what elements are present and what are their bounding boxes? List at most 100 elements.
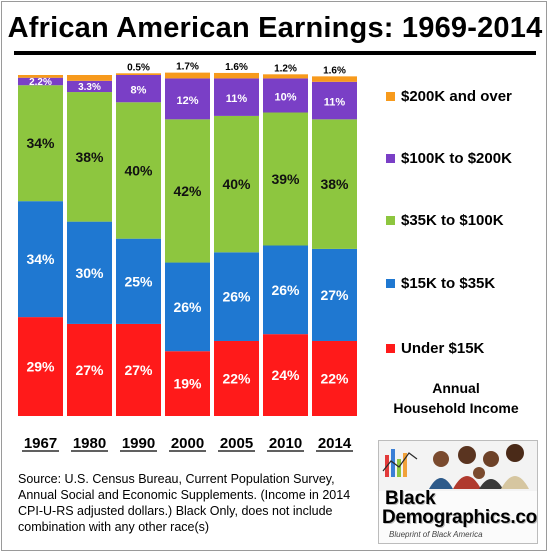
bar-segment	[116, 73, 161, 75]
bar-segment	[18, 85, 63, 202]
data-label: 0.5%	[127, 62, 150, 73]
data-label: 27%	[320, 287, 349, 303]
bar-segment	[18, 77, 63, 86]
bar-segment	[312, 81, 357, 120]
legend-label: $35K to $100K	[401, 212, 504, 229]
bar-segment	[116, 102, 161, 239]
logo-tagline: Blueprint of Black America	[389, 530, 483, 539]
data-label: 39%	[271, 171, 300, 187]
data-label: 26%	[271, 282, 300, 298]
chart-title: African American Earnings: 1969-2014	[7, 12, 543, 44]
stacked-bar-chart: 29% 34% 34% 2.2% 27% 30% 38% 3.3% 27% 25% 40% 8% 0.5…	[18, 62, 357, 452]
bar-segment	[18, 75, 63, 78]
data-label: 25%	[124, 273, 153, 289]
bar-segment	[67, 323, 112, 416]
bar-segment	[263, 334, 308, 416]
x-tick-label: 2010	[269, 435, 302, 452]
data-label: 38%	[320, 176, 349, 192]
data-label: 29%	[26, 359, 55, 375]
logo-text-line-1: Black	[385, 488, 436, 509]
bar-segment	[18, 201, 63, 318]
bar-segment	[18, 317, 63, 416]
legend-item: $15K to $35K	[386, 275, 495, 292]
bar-segment	[214, 72, 259, 79]
data-label: 42%	[173, 183, 202, 199]
data-label: 22%	[222, 370, 251, 386]
x-tick-label: 1980	[73, 435, 106, 452]
title-underline	[14, 51, 536, 55]
logo-text-line-2: Demographics.com	[382, 507, 538, 528]
x-axis: 1967 1980 1990 2000 2005 2010 2014	[22, 435, 353, 452]
legend-swatch	[386, 343, 395, 353]
legend-item: $100K to $200K	[386, 150, 512, 167]
data-label: 1.7%	[176, 62, 199, 73]
legend-swatch	[386, 278, 395, 288]
data-label: 2.2%	[29, 77, 52, 88]
source-note: Source: U.S. Census Bureau, Current Popu…	[18, 472, 351, 534]
data-label: 24%	[271, 367, 300, 383]
bar-segment	[165, 72, 210, 79]
bar-segment	[165, 262, 210, 352]
bar-segment	[214, 252, 259, 341]
legend-label: Under $15K	[401, 340, 485, 357]
bar-segment	[263, 78, 308, 113]
legend-swatch	[386, 153, 395, 163]
logo: Black Demographics.com Blueprint of Blac…	[378, 440, 538, 544]
data-label: 1.2%	[274, 63, 297, 74]
x-tick-label: 2005	[220, 435, 253, 452]
data-label: 34%	[26, 135, 55, 151]
legend-swatch	[386, 91, 395, 101]
bar-segment	[214, 78, 259, 116]
x-tick-label: 1990	[122, 435, 155, 452]
data-label: 38%	[75, 149, 104, 165]
x-tick-label: 2014	[318, 435, 352, 452]
legend-item: Under $15K	[386, 340, 484, 357]
data-label: 11%	[226, 93, 248, 105]
bar-segment	[312, 76, 357, 82]
bar-segment	[67, 92, 112, 222]
data-label: 8%	[131, 85, 147, 97]
bar-segment	[312, 119, 357, 249]
bar-segment	[263, 74, 308, 79]
legend-label: $100K to $200K	[401, 150, 512, 167]
data-label: 12%	[176, 95, 198, 107]
bar-segment	[116, 323, 161, 416]
data-label: 30%	[75, 265, 104, 281]
logo-people-icon	[379, 441, 537, 491]
legend-note-line-1: Annual	[432, 380, 480, 396]
data-label: 22%	[320, 370, 349, 386]
bar-segment	[312, 340, 357, 416]
legend-swatch	[386, 215, 395, 225]
bar-segment	[165, 351, 210, 416]
bar-segment	[116, 238, 161, 324]
bar-segment	[263, 245, 308, 335]
data-label: 34%	[26, 251, 55, 267]
legend-item: $200K and over	[386, 88, 512, 105]
bar-segment	[165, 78, 210, 120]
bar-group	[18, 72, 357, 416]
legend-item: $35K to $100K	[386, 212, 504, 229]
data-label: 40%	[124, 162, 153, 178]
bar-segment	[165, 119, 210, 263]
data-label: 19%	[173, 376, 202, 392]
bar-segment	[214, 340, 259, 416]
data-label: 3.3%	[78, 82, 101, 93]
x-tick-label: 2000	[171, 435, 204, 452]
data-label: 27%	[124, 362, 153, 378]
data-label: 26%	[222, 289, 251, 305]
x-tick-label: 1967	[24, 435, 57, 452]
data-label: 26%	[173, 299, 202, 315]
data-label-group: 29% 34% 34% 2.2% 27% 30% 38% 3.3% 27% 25% 40% 8% 0.5…	[26, 62, 349, 392]
legend-label: $15K to $35K	[401, 275, 496, 292]
data-label: 40%	[222, 176, 251, 192]
bar-segment	[214, 115, 259, 253]
legend-note-line-2: Household Income	[393, 400, 519, 416]
bar-segment	[312, 248, 357, 341]
bar-segment	[67, 75, 112, 81]
legend-note: Annual Household Income	[381, 378, 531, 418]
data-label: 27%	[75, 362, 104, 378]
data-label: 1.6%	[323, 65, 346, 76]
bar-segment	[116, 75, 161, 103]
data-label: 1.6%	[225, 62, 248, 73]
data-label: 11%	[324, 97, 346, 109]
